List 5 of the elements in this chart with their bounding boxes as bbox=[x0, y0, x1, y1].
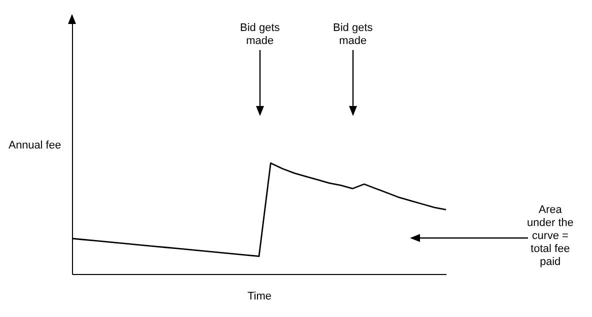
text: Area under the curve = total fee paid bbox=[527, 204, 574, 269]
x-axis-title: Time bbox=[247, 290, 272, 302]
text: Bid gets made bbox=[240, 22, 280, 48]
text: Bid gets made bbox=[333, 22, 373, 48]
y-axis-title: Annual fee bbox=[8, 140, 62, 152]
